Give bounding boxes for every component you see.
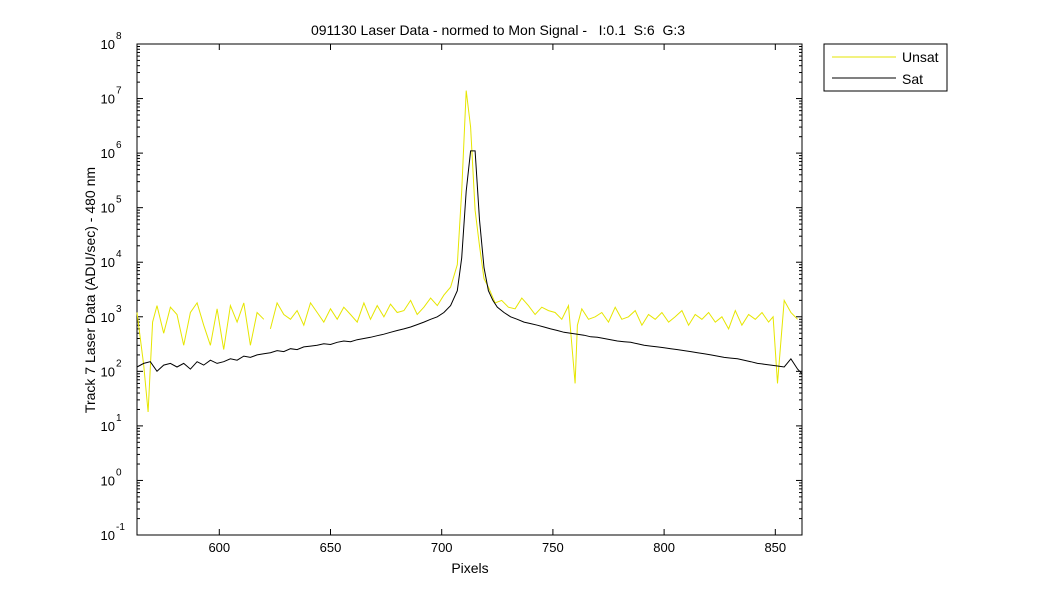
y-tick-label: 10 [101,364,115,379]
x-tick-label: 700 [431,540,453,555]
x-axis: 600 650 700 750 800 850 [208,44,786,555]
y-axis-label: Track 7 Laser Data (ADU/sec) - 480 nm [82,167,98,413]
y-tick-exponent: 2 [116,358,122,369]
x-tick-label: 850 [764,540,786,555]
legend: Unsat Sat [823,43,948,92]
y-tick-label: 10 [101,37,115,52]
y-tick-exponent: 5 [116,195,122,206]
y-tick-label: 10 [101,92,115,107]
series-line-sat [136,150,803,375]
y-tick-label: 10 [101,146,115,161]
x-tick-label: 800 [653,540,675,555]
y-tick-exponent: 4 [116,249,122,260]
x-tick-label: 650 [320,540,342,555]
plot-area [136,43,803,536]
legend-label-sat: Sat [902,71,923,87]
series-line-unsat [269,90,798,384]
x-axis-label: Pixels [451,560,488,576]
y-tick-exponent: 0 [116,467,122,478]
chart-title: 091130 Laser Data - normed to Mon Signal… [311,22,685,38]
y-tick-label: 10 [101,255,115,270]
y-tick-exponent: 6 [116,140,122,151]
x-tick-label: 750 [542,540,564,555]
y-tick-exponent: 7 [116,86,122,97]
plot-lines [136,90,803,413]
legend-label-unsat: Unsat [902,49,939,65]
series-line-unsat [136,301,265,413]
y-tick-exponent: 8 [116,31,122,42]
legend-box [823,43,948,92]
y-tick-label: 10 [101,419,115,434]
y-tick-label: 10 [101,528,115,543]
y-tick-exponent: -1 [116,522,125,533]
y-tick-exponent: 1 [116,413,122,424]
y-tick-label: 10 [101,201,115,216]
y-tick-exponent: 3 [116,304,122,315]
x-tick-label: 600 [208,540,230,555]
y-tick-label: 10 [101,473,115,488]
y-tick-label: 10 [101,310,115,325]
